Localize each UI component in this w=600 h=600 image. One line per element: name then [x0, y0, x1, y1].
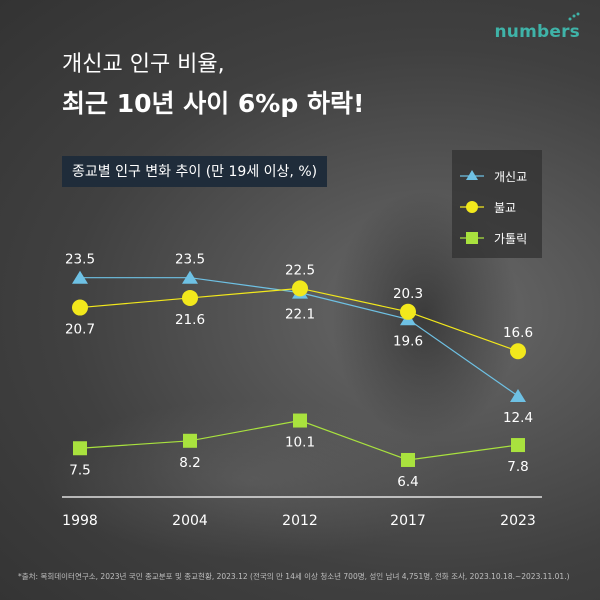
- data-label-protestant-2004: 23.5: [175, 252, 205, 268]
- legend-label-protestant: 개신교: [494, 170, 528, 184]
- data-label-protestant-2023: 12.4: [503, 410, 533, 426]
- legend-triangle-icon: [460, 170, 484, 180]
- data-label-buddhist-2023: 16.6: [503, 325, 533, 341]
- point-protestant-1998: [72, 270, 88, 284]
- point-buddhist-2004: [182, 289, 198, 306]
- point-buddhist-1998: [72, 299, 88, 316]
- source-note: *출처: 목회데이터연구소, 2023년 국민 종교분포 및 종교현황, 202…: [18, 572, 570, 581]
- data-label-catholic-1998: 7.5: [69, 462, 90, 478]
- point-catholic-2017: [401, 452, 415, 467]
- point-buddhist-2023: [510, 343, 526, 360]
- x-tick-label-2023: 2023: [500, 513, 536, 529]
- data-label-buddhist-2017: 20.3: [393, 286, 423, 302]
- data-label-buddhist-1998: 20.7: [65, 322, 95, 338]
- legend-square-icon: [460, 232, 484, 244]
- point-protestant-2023: [510, 389, 526, 403]
- point-catholic-2004: [183, 433, 197, 448]
- point-catholic-2023: [511, 438, 525, 453]
- data-label-protestant-1998: 23.5: [65, 252, 95, 268]
- point-catholic-2012: [293, 413, 307, 428]
- x-tick-label-2017: 2017: [390, 513, 426, 529]
- x-tick-label-2004: 2004: [172, 513, 208, 529]
- title-line-2: 최근 10년 사이 6%p 하락!: [62, 89, 365, 118]
- logo-dots-icon: [568, 12, 580, 21]
- point-buddhist-2012: [292, 280, 308, 297]
- legend-item-buddhist: 불교: [452, 197, 542, 217]
- chart-legend: 개신교 불교 가톨릭: [452, 150, 542, 258]
- legend-circle-icon: [460, 201, 484, 213]
- data-label-buddhist-2004: 21.6: [175, 312, 205, 328]
- data-label-catholic-2004: 8.2: [179, 455, 200, 471]
- data-label-protestant-2012: 22.1: [285, 307, 315, 323]
- brand-logo: numbers: [494, 22, 580, 42]
- legend-item-catholic: 가톨릭: [452, 228, 542, 248]
- point-catholic-1998: [73, 441, 87, 456]
- data-label-catholic-2023: 7.8: [507, 459, 528, 475]
- x-tick-label-2012: 2012: [282, 513, 318, 529]
- data-label-buddhist-2012: 22.5: [285, 262, 315, 278]
- legend-label-buddhist: 불교: [494, 201, 517, 215]
- title-line-1: 개신교 인구 비율,: [62, 52, 225, 77]
- point-buddhist-2017: [400, 303, 416, 320]
- data-label-catholic-2012: 10.1: [285, 435, 315, 451]
- point-protestant-2004: [182, 270, 198, 284]
- legend-item-protestant: 개신교: [452, 166, 542, 186]
- data-label-protestant-2017: 19.6: [393, 333, 423, 349]
- data-label-catholic-2017: 6.4: [397, 474, 418, 490]
- chart-subtitle: 종교별 인구 변화 추이 (만 19세 이상, %): [62, 156, 328, 187]
- legend-label-catholic: 가톨릭: [494, 232, 528, 246]
- x-tick-label-1998: 1998: [62, 513, 98, 529]
